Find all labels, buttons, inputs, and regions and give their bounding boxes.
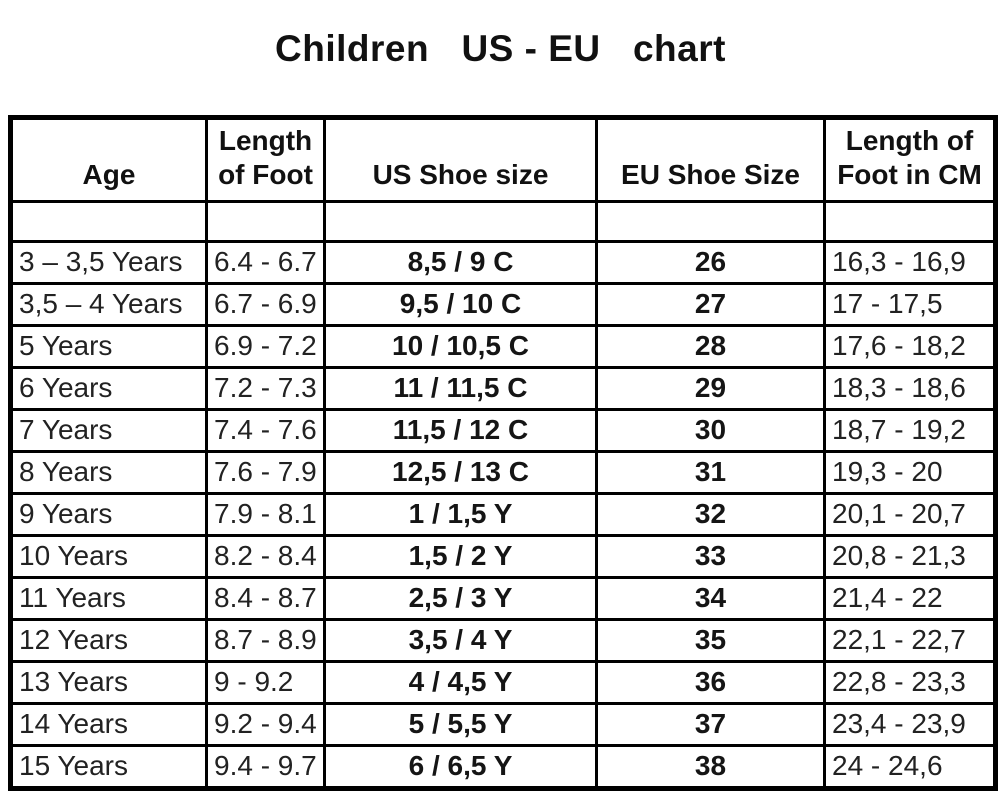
foot-cm-cell: 23,4 - 23,9 bbox=[823, 701, 997, 747]
size-chart-table: Age Length of Foot US Shoe size EU Shoe … bbox=[8, 114, 998, 791]
spacer-cell bbox=[823, 199, 997, 243]
spacer-row bbox=[9, 199, 997, 243]
eu-size-cell: 36 bbox=[595, 659, 826, 705]
foot-cm-cell: 24 - 24,6 bbox=[823, 743, 997, 790]
foot-cm-cell: 19,3 - 20 bbox=[823, 449, 997, 495]
foot-length-cell: 6.4 - 6.7 bbox=[205, 239, 326, 285]
foot-length-cell: 9 - 9.2 bbox=[205, 659, 326, 705]
us-size-cell: 11 / 11,5 C bbox=[323, 365, 598, 411]
us-size-cell: 10 / 10,5 C bbox=[323, 323, 598, 369]
foot-cm-cell: 22,1 - 22,7 bbox=[823, 617, 997, 663]
eu-size-cell: 37 bbox=[595, 701, 826, 747]
eu-size-cell: 27 bbox=[595, 281, 826, 327]
age-cell: 3,5 – 4 Years bbox=[9, 281, 208, 327]
foot-length-cell: 8.2 - 8.4 bbox=[205, 533, 326, 579]
foot-length-cell: 7.4 - 7.6 bbox=[205, 407, 326, 453]
header-row: Age Length of Foot US Shoe size EU Shoe … bbox=[9, 115, 997, 203]
us-size-cell: 3,5 / 4 Y bbox=[323, 617, 598, 663]
foot-length-cell: 8.7 - 8.9 bbox=[205, 617, 326, 663]
eu-size-cell: 35 bbox=[595, 617, 826, 663]
foot-length-cell: 7.6 - 7.9 bbox=[205, 449, 326, 495]
table-row: 10 Years 8.2 - 8.4 1,5 / 2 Y 33 20,8 - 21,3 bbox=[9, 533, 997, 579]
spacer-cell bbox=[205, 199, 326, 243]
spacer-cell bbox=[323, 199, 598, 243]
age-cell: 12 Years bbox=[9, 617, 208, 663]
age-cell: 15 Years bbox=[9, 743, 208, 790]
foot-length-cell: 9.2 - 9.4 bbox=[205, 701, 326, 747]
foot-length-cell: 8.4 - 8.7 bbox=[205, 575, 326, 621]
age-cell: 5 Years bbox=[9, 323, 208, 369]
foot-cm-cell: 20,1 - 20,7 bbox=[823, 491, 997, 537]
age-cell: 6 Years bbox=[9, 365, 208, 411]
foot-cm-cell: 21,4 - 22 bbox=[823, 575, 997, 621]
table-row: 3 – 3,5 Years 6.4 - 6.7 8,5 / 9 C 26 16,3 - … bbox=[9, 239, 997, 285]
table-body: 3 – 3,5 Years 6.4 - 6.7 8,5 / 9 C 26 16,3 - … bbox=[9, 199, 997, 790]
header-foot-cm: Length of Foot in CM bbox=[823, 115, 997, 203]
foot-length-cell: 6.9 - 7.2 bbox=[205, 323, 326, 369]
foot-cm-cell: 17,6 - 18,2 bbox=[823, 323, 997, 369]
header-foot-length: Length of Foot bbox=[205, 115, 326, 203]
age-cell: 13 Years bbox=[9, 659, 208, 705]
us-size-cell: 1,5 / 2 Y bbox=[323, 533, 598, 579]
foot-cm-cell: 20,8 - 21,3 bbox=[823, 533, 997, 579]
age-cell: 3 – 3,5 Years bbox=[9, 239, 208, 285]
foot-length-cell: 9.4 - 9.7 bbox=[205, 743, 326, 790]
age-cell: 14 Years bbox=[9, 701, 208, 747]
table-row: 6 Years 7.2 - 7.3 11 / 11,5 C 29 18,3 - 18,6 bbox=[9, 365, 997, 411]
us-size-cell: 9,5 / 10 C bbox=[323, 281, 598, 327]
eu-size-cell: 34 bbox=[595, 575, 826, 621]
header-eu-size: EU Shoe Size bbox=[595, 115, 826, 203]
table-row: 13 Years 9 - 9.2 4 / 4,5 Y 36 22,8 - 23,3 bbox=[9, 659, 997, 705]
us-size-cell: 8,5 / 9 C bbox=[323, 239, 598, 285]
foot-cm-cell: 22,8 - 23,3 bbox=[823, 659, 997, 705]
foot-length-cell: 7.2 - 7.3 bbox=[205, 365, 326, 411]
foot-cm-cell: 18,7 - 19,2 bbox=[823, 407, 997, 453]
table-row: 14 Years 9.2 - 9.4 5 / 5,5 Y 37 23,4 - 23,9 bbox=[9, 701, 997, 747]
us-size-cell: 11,5 / 12 C bbox=[323, 407, 598, 453]
table-row: 5 Years 6.9 - 7.2 10 / 10,5 C 28 17,6 - 18,2 bbox=[9, 323, 997, 369]
eu-size-cell: 29 bbox=[595, 365, 826, 411]
foot-length-cell: 6.7 - 6.9 bbox=[205, 281, 326, 327]
eu-size-cell: 33 bbox=[595, 533, 826, 579]
eu-size-cell: 32 bbox=[595, 491, 826, 537]
table-header: Age Length of Foot US Shoe size EU Shoe … bbox=[9, 115, 997, 203]
table-row: 9 Years 7.9 - 8.1 1 / 1,5 Y 32 20,1 - 20,7 bbox=[9, 491, 997, 537]
foot-cm-cell: 16,3 - 16,9 bbox=[823, 239, 997, 285]
table-row: 8 Years 7.6 - 7.9 12,5 / 13 C 31 19,3 - 20 bbox=[9, 449, 997, 495]
eu-size-cell: 30 bbox=[595, 407, 826, 453]
us-size-cell: 12,5 / 13 C bbox=[323, 449, 598, 495]
foot-cm-cell: 18,3 - 18,6 bbox=[823, 365, 997, 411]
spacer-cell bbox=[9, 199, 208, 243]
header-us-size: US Shoe size bbox=[323, 115, 598, 203]
page-title: Children US - EU chart bbox=[275, 28, 726, 69]
table-row: 11 Years 8.4 - 8.7 2,5 / 3 Y 34 21,4 - 22 bbox=[9, 575, 997, 621]
spacer-cell bbox=[595, 199, 826, 243]
table-row: 15 Years 9.4 - 9.7 6 / 6,5 Y 38 24 - 24,6 bbox=[9, 743, 997, 790]
eu-size-cell: 38 bbox=[595, 743, 826, 790]
table-row: 7 Years 7.4 - 7.6 11,5 / 12 C 30 18,7 - 19,2 bbox=[9, 407, 997, 453]
us-size-cell: 5 / 5,5 Y bbox=[323, 701, 598, 747]
eu-size-cell: 26 bbox=[595, 239, 826, 285]
header-age: Age bbox=[9, 115, 208, 203]
us-size-cell: 1 / 1,5 Y bbox=[323, 491, 598, 537]
foot-length-cell: 7.9 - 8.1 bbox=[205, 491, 326, 537]
us-size-cell: 6 / 6,5 Y bbox=[323, 743, 598, 790]
table-row: 12 Years 8.7 - 8.9 3,5 / 4 Y 35 22,1 - 22,7 bbox=[9, 617, 997, 663]
eu-size-cell: 28 bbox=[595, 323, 826, 369]
table-row: 3,5 – 4 Years 6.7 - 6.9 9,5 / 10 C 27 17 - 1… bbox=[9, 281, 997, 327]
foot-cm-cell: 17 - 17,5 bbox=[823, 281, 997, 327]
us-size-cell: 4 / 4,5 Y bbox=[323, 659, 598, 705]
age-cell: 7 Years bbox=[9, 407, 208, 453]
age-cell: 11 Years bbox=[9, 575, 208, 621]
us-size-cell: 2,5 / 3 Y bbox=[323, 575, 598, 621]
age-cell: 10 Years bbox=[9, 533, 208, 579]
age-cell: 9 Years bbox=[9, 491, 208, 537]
eu-size-cell: 31 bbox=[595, 449, 826, 495]
age-cell: 8 Years bbox=[9, 449, 208, 495]
